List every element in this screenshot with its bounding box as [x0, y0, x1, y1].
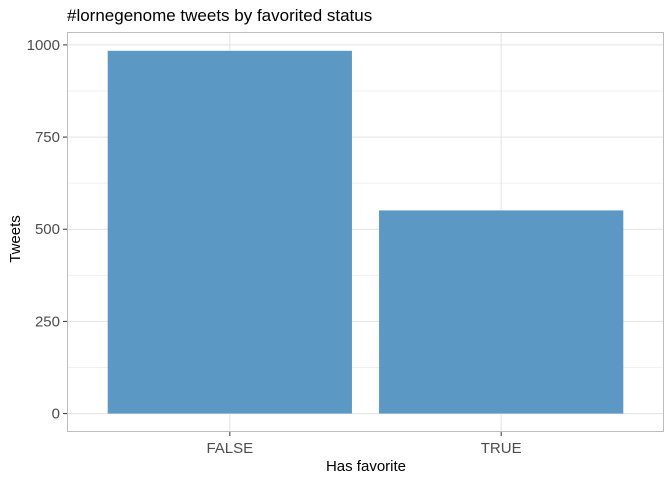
bars — [107, 50, 624, 414]
y-axis-title: Tweets — [7, 215, 24, 263]
bar-true — [379, 210, 624, 414]
y-tick-label: 1000 — [27, 37, 60, 54]
y-tick-label: 0 — [52, 406, 60, 423]
y-axis: 0 250 500 750 1000 — [27, 37, 67, 423]
x-axis: FALSE TRUE — [206, 432, 522, 457]
y-tick-label: 250 — [35, 313, 60, 330]
y-tick-label: 500 — [35, 221, 60, 238]
panel-border — [67, 32, 664, 432]
x-tick-label: FALSE — [206, 440, 253, 457]
bar-false — [107, 50, 352, 414]
x-axis-title: Has favorite — [326, 458, 406, 475]
y-tick-label: 750 — [35, 129, 60, 146]
x-tick-label: TRUE — [481, 440, 522, 457]
chart-title: #lornegenome tweets by favorited status — [67, 6, 372, 25]
